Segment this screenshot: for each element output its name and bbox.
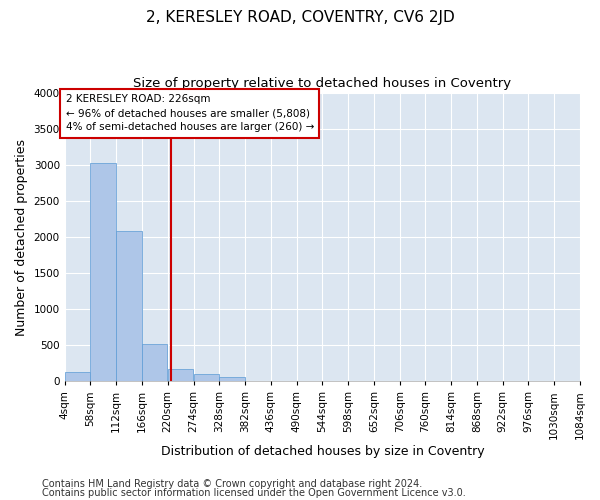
Title: Size of property relative to detached houses in Coventry: Size of property relative to detached ho… <box>133 78 511 90</box>
Bar <box>142 344 167 382</box>
Bar <box>116 232 142 382</box>
Text: 2, KERESLEY ROAD, COVENTRY, CV6 2JD: 2, KERESLEY ROAD, COVENTRY, CV6 2JD <box>146 10 454 25</box>
Bar <box>193 374 219 382</box>
Text: Contains HM Land Registry data © Crown copyright and database right 2024.: Contains HM Land Registry data © Crown c… <box>42 479 422 489</box>
Y-axis label: Number of detached properties: Number of detached properties <box>15 138 28 336</box>
Bar <box>91 163 116 382</box>
Bar <box>65 372 90 382</box>
Bar <box>219 378 245 382</box>
X-axis label: Distribution of detached houses by size in Coventry: Distribution of detached houses by size … <box>161 444 484 458</box>
Bar <box>168 368 193 382</box>
Text: Contains public sector information licensed under the Open Government Licence v3: Contains public sector information licen… <box>42 488 466 498</box>
Text: 2 KERESLEY ROAD: 226sqm
← 96% of detached houses are smaller (5,808)
4% of semi-: 2 KERESLEY ROAD: 226sqm ← 96% of detache… <box>65 94 314 132</box>
